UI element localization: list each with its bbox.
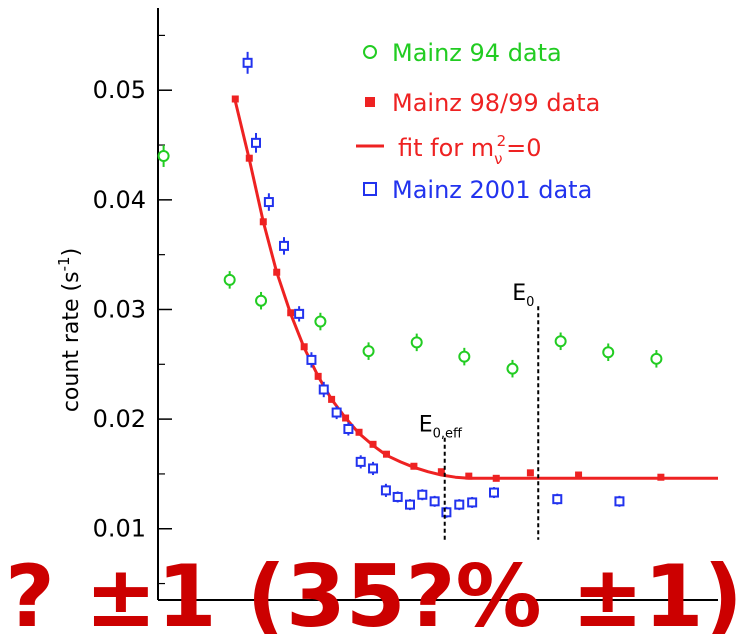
legend-item-mainz2001: Mainz 2001 data <box>363 176 592 204</box>
legend-marker-filled-square-icon <box>365 97 375 107</box>
data-point <box>454 499 465 510</box>
data-point <box>263 197 274 208</box>
data-point <box>492 474 500 482</box>
data-point <box>300 343 308 351</box>
legend-label-fit: fit for mν2=0 <box>398 132 542 168</box>
legend-marker-open-square-icon <box>363 182 377 196</box>
bottom-caption: ? ±1 (35?% ±1) <box>5 547 740 634</box>
data-point <box>279 240 289 251</box>
y-axis-label-unit-close: ) <box>59 248 84 257</box>
annotation-label: E0 <box>512 281 534 310</box>
data-point <box>602 346 615 359</box>
series-1 <box>231 95 665 482</box>
data-point <box>554 335 567 348</box>
legend-item-mainz9899: Mainz 98/99 data <box>365 89 600 117</box>
data-point <box>255 294 268 307</box>
data-point <box>368 463 379 474</box>
data-point <box>441 507 452 518</box>
data-point <box>380 485 391 496</box>
y-axis-label-unit-open: (s <box>59 271 84 291</box>
annotation-label: E0,eff <box>419 413 463 442</box>
data-point <box>405 499 415 510</box>
y-axis-label-main: count rate <box>59 298 84 412</box>
legend-label-mainz9899: Mainz 98/99 data <box>392 89 600 117</box>
series-layer <box>157 51 665 518</box>
data-point <box>342 414 350 422</box>
y-tick-label: 0.04 <box>93 186 146 214</box>
data-point <box>245 154 253 162</box>
data-point <box>458 350 471 363</box>
data-point <box>489 487 499 498</box>
data-point <box>650 352 663 365</box>
data-point <box>526 469 534 477</box>
y-tick-label: 0.02 <box>93 405 146 433</box>
data-point <box>273 268 281 276</box>
data-point <box>242 57 253 68</box>
data-point <box>369 440 377 448</box>
series-2 <box>242 51 625 518</box>
data-point <box>314 372 322 380</box>
data-point <box>410 336 423 349</box>
legend-label-mainz94: Mainz 94 data <box>392 39 562 67</box>
annotation-0: E0,eff <box>419 413 463 540</box>
data-point <box>382 450 390 458</box>
data-point <box>259 218 267 226</box>
fit-line <box>233 100 718 480</box>
y-ticks: 0.01 0.02 0.03 0.04 0.05 <box>93 34 172 585</box>
plot-axes <box>157 8 718 601</box>
data-point <box>467 497 478 508</box>
annotations: E0,eff E0 <box>419 281 540 540</box>
data-point <box>506 362 519 375</box>
data-point <box>331 407 342 418</box>
data-point <box>287 309 295 317</box>
data-point <box>306 354 317 365</box>
data-point <box>614 496 625 507</box>
legend-label-mainz2001: Mainz 2001 data <box>392 176 592 204</box>
data-point <box>657 473 665 481</box>
data-point <box>251 137 261 148</box>
data-point <box>362 345 375 358</box>
data-point <box>552 494 563 505</box>
fit-curve-layer <box>233 100 718 480</box>
data-point <box>429 496 440 507</box>
y-axis-label-unit-sup: -1 <box>55 256 73 271</box>
data-point <box>157 150 170 162</box>
data-point <box>328 395 336 403</box>
y-tick-label: 0.03 <box>93 295 146 323</box>
data-point <box>294 308 305 319</box>
y-tick-label: 0.01 <box>93 515 146 543</box>
data-point <box>355 456 366 467</box>
data-point <box>231 95 239 103</box>
legend: Mainz 94 data Mainz 98/99 data fit for m… <box>356 39 600 204</box>
data-point <box>343 423 354 434</box>
data-point <box>465 472 473 480</box>
data-point <box>318 384 329 395</box>
data-point <box>437 468 445 476</box>
data-point <box>223 273 236 286</box>
legend-marker-open-circle-icon <box>363 45 377 59</box>
annotation-1: E0 <box>512 281 540 540</box>
data-point <box>410 462 418 470</box>
legend-item-mainz94: Mainz 94 data <box>363 39 562 67</box>
legend-item-fit: fit for mν2=0 <box>356 132 542 168</box>
y-axis-label: count rate (s-1) <box>55 248 84 412</box>
data-point <box>575 471 583 479</box>
data-point <box>392 491 403 502</box>
data-point <box>355 428 363 436</box>
data-point <box>417 489 428 500</box>
series-0 <box>157 145 663 378</box>
data-point <box>314 315 327 328</box>
y-tick-label: 0.05 <box>93 76 146 104</box>
svg-text:count rate (s-1): count rate (s-1) <box>55 248 84 412</box>
